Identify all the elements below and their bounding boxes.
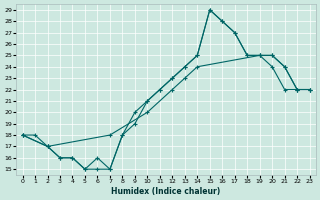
- X-axis label: Humidex (Indice chaleur): Humidex (Indice chaleur): [111, 187, 221, 196]
